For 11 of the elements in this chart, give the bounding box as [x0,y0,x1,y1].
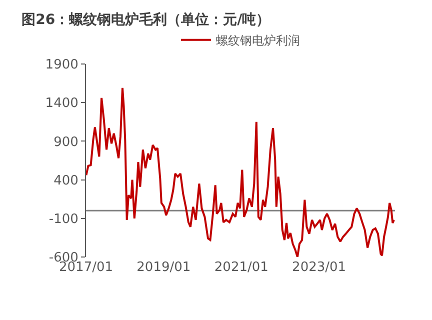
x-tick-label: 2019/01 [136,260,191,275]
y-tick-label: 1900 [45,58,78,73]
x-tick-label: 2021/01 [214,260,268,275]
y-tick-label: 900 [54,134,78,150]
y-tick-label: 400 [54,173,78,188]
line-series [86,86,395,257]
y-tick-label: -100 [48,212,78,227]
x-tick-label: 2023/01 [292,260,346,275]
legend-label: 螺纹钢电炉利润 [216,34,300,48]
chart-title: 图26：螺纹钢电炉毛利（单位：元/吨） [22,11,270,28]
y-tick-label: 1400 [45,96,78,112]
